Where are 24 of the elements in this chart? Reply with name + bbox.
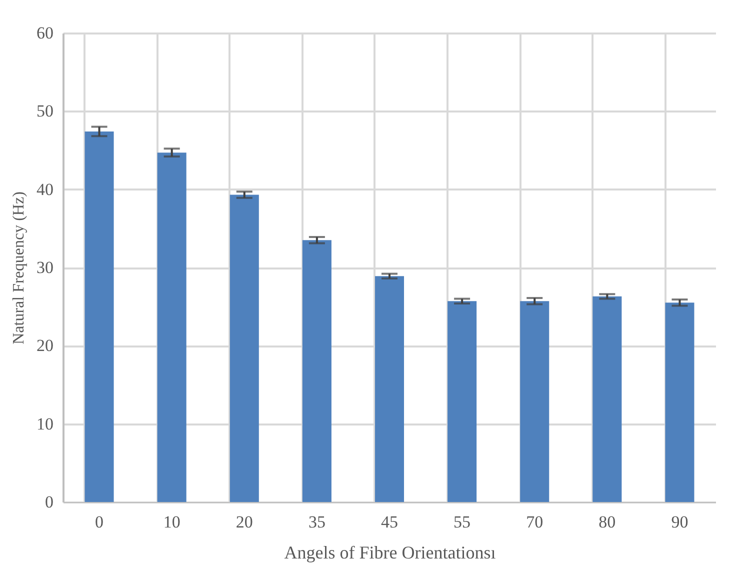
x-tick-label: 70 xyxy=(526,512,544,532)
y-tick-label: 20 xyxy=(36,336,54,356)
bar xyxy=(520,301,550,502)
y-tick-label: 30 xyxy=(36,258,54,277)
x-tick-label: 0 xyxy=(95,512,104,532)
bar xyxy=(157,152,186,502)
x-tick-label: 55 xyxy=(454,512,471,532)
y-tick-label: 10 xyxy=(36,414,54,434)
bar xyxy=(230,194,259,502)
x-tick-label: 20 xyxy=(236,512,253,532)
bar xyxy=(302,240,332,502)
y-tick-label: 50 xyxy=(36,102,54,121)
y-tick-label: 60 xyxy=(36,24,54,42)
y-axis-title: Natural Frequency (Hz) xyxy=(10,192,28,344)
x-tick-label: 35 xyxy=(308,512,326,532)
y-tick-label: 40 xyxy=(36,180,54,199)
y-tick-label: 0 xyxy=(45,492,54,512)
x-tick-label: 45 xyxy=(381,512,398,532)
x-tick-label: 80 xyxy=(598,512,616,532)
x-tick-label: 10 xyxy=(163,512,180,532)
x-tick-label: 90 xyxy=(671,512,688,532)
x-axis-title: Angels of Fibre Orientationsı xyxy=(284,542,496,562)
bar xyxy=(84,131,114,502)
bar xyxy=(665,302,694,502)
